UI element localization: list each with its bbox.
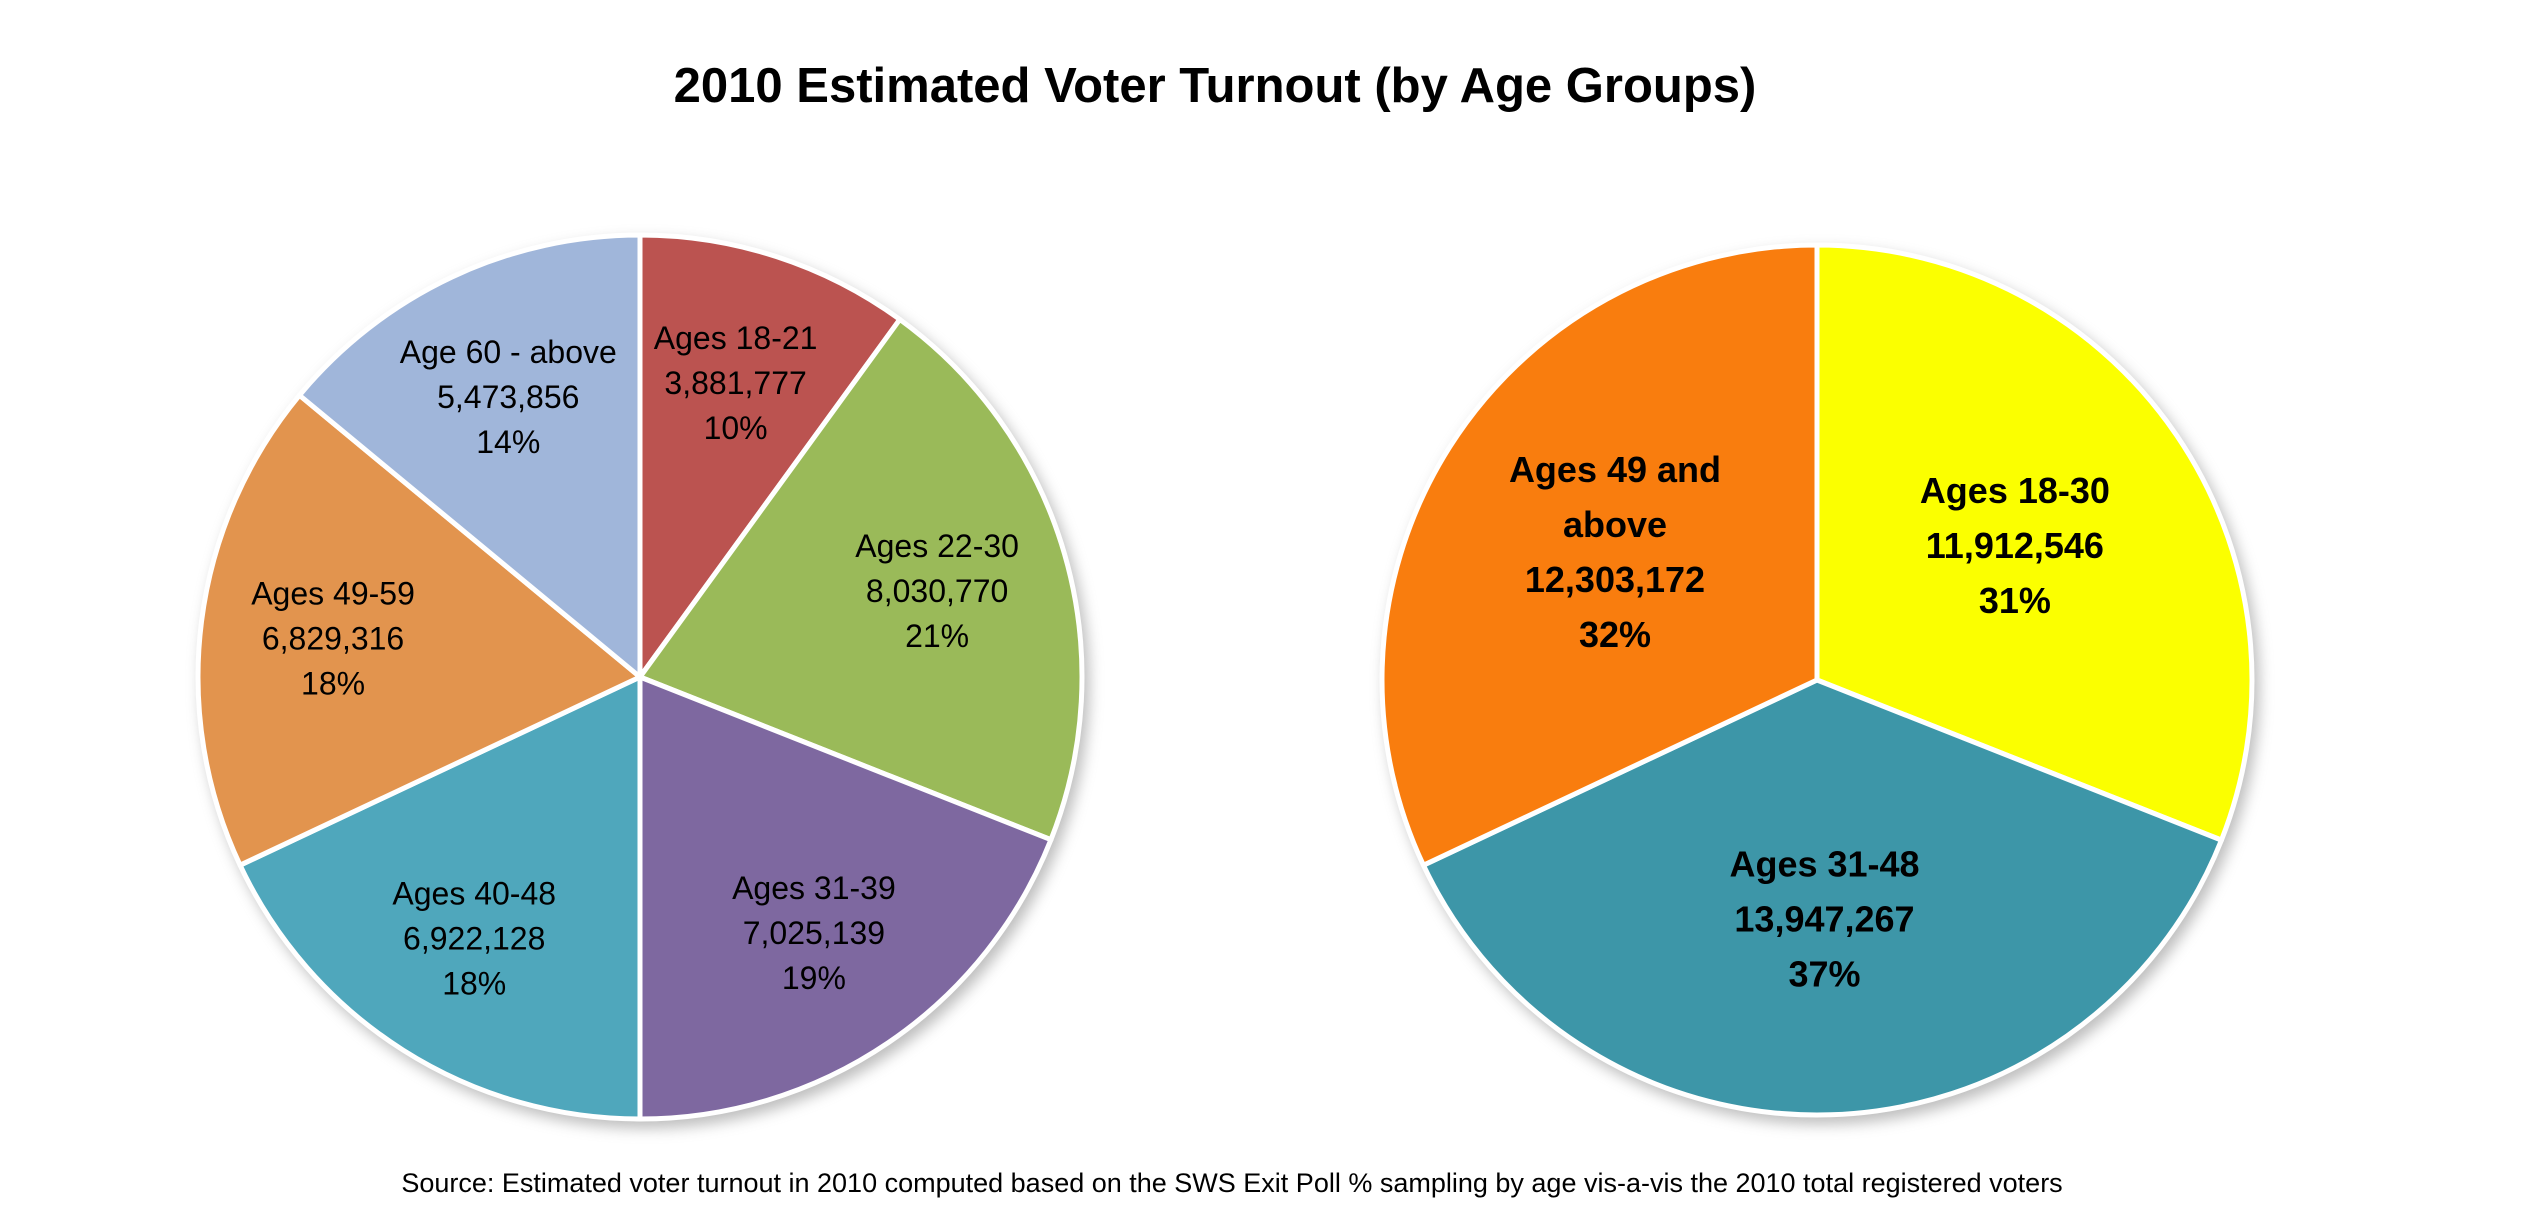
pie-slice-ages-18-30 bbox=[1814, 242, 2255, 843]
pie-slice-ages-49-59 bbox=[195, 392, 643, 868]
pie-slice-ages-40-48 bbox=[237, 674, 643, 1122]
pie-slice-label: Ages 31-39 7,025,139 19% bbox=[732, 870, 896, 996]
right-pie-chart: Ages 18-30 11,912,546 31% Ages 31-48 13,947,… bbox=[1379, 242, 2255, 1118]
chart-title: 2010 Estimated Voter Turnout (by Age Gro… bbox=[673, 59, 1757, 113]
pie-slice-ages-22-30 bbox=[637, 316, 1085, 843]
pie-slice-age-60-above bbox=[296, 232, 643, 680]
voter-turnout-by-detailed-age-group-slices bbox=[195, 232, 1085, 1122]
pie-slice-label: Age 60 - above 5,473,856 14% bbox=[400, 334, 617, 460]
voter-turnout-by-broad-age-group-slices bbox=[1379, 242, 2255, 1118]
pie-slice-ages-31-48 bbox=[1420, 677, 2224, 1118]
pie-slice-ages-49-and-above bbox=[1379, 242, 1820, 868]
voter-turnout-by-broad-age-group-labels: Ages 18-30 11,912,546 31% Ages 31-48 13,947,… bbox=[1509, 449, 2110, 995]
pie-slice-label: Ages 18-30 11,912,546 31% bbox=[1920, 470, 2110, 621]
left-pie-chart: Ages 18-21 3,881,777 10% Ages 22-30 8,030,77… bbox=[195, 232, 1085, 1122]
pie-slice-label: Ages 49-59 6,829,316 18% bbox=[251, 575, 415, 701]
pie-slice-label: Ages 18-21 3,881,777 10% bbox=[654, 320, 818, 446]
pie-slice-ages-31-39 bbox=[637, 674, 1054, 1122]
pie-slice-ages-18-21 bbox=[637, 232, 903, 680]
pie-slice-label: Ages 40-48 6,922,128 18% bbox=[392, 875, 556, 1001]
pie-slice-label: Ages 31-48 13,947,267 37% bbox=[1729, 844, 1919, 995]
voter-turnout-by-detailed-age-group-labels: Ages 18-21 3,881,777 10% Ages 22-30 8,030,77… bbox=[251, 320, 1019, 1001]
pie-slice-label: Ages 49 and above 12,303,172 32% bbox=[1509, 449, 1721, 655]
pie-slice-label: Ages 22-30 8,030,770 21% bbox=[855, 528, 1019, 654]
source-note: Source: Estimated voter turnout in 2010 … bbox=[401, 1168, 2063, 1198]
